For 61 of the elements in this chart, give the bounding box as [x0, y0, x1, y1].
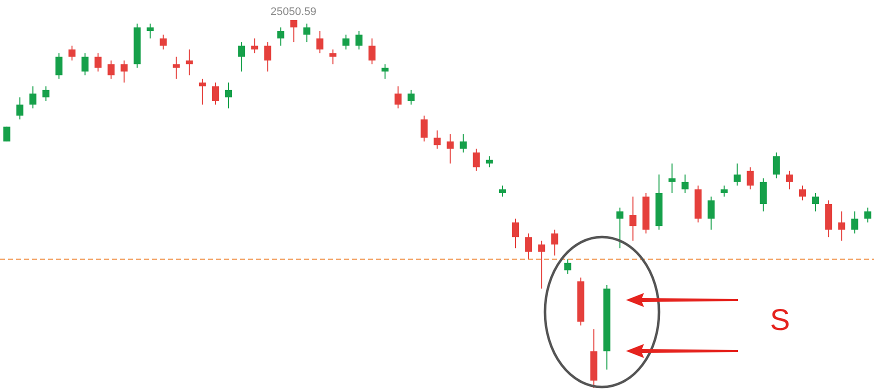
candlestick	[394, 86, 402, 109]
candlestick	[616, 207, 624, 249]
candlestick	[408, 89, 415, 106]
candlestick	[786, 170, 793, 190]
candlestick	[277, 26, 284, 46]
candlestick	[734, 163, 741, 186]
candlestick	[434, 130, 441, 150]
candlestick	[864, 207, 872, 223]
candlestick	[186, 48, 193, 76]
candlestick	[42, 86, 50, 102]
candlestick	[472, 148, 480, 172]
candlestick	[316, 30, 324, 54]
candlestick	[368, 38, 376, 65]
candlestick	[355, 30, 362, 50]
candlestick	[838, 210, 846, 242]
candlestick	[760, 178, 767, 212]
candlestick	[682, 174, 689, 194]
candlestick	[212, 82, 219, 106]
candlestick	[225, 82, 232, 109]
candlestick	[172, 56, 180, 80]
candlestick	[160, 34, 167, 50]
candlestick	[564, 258, 572, 274]
candlestick	[512, 218, 520, 249]
candlestick	[720, 185, 728, 198]
candlestick	[55, 52, 62, 80]
candlestick	[238, 42, 246, 72]
candlestick	[460, 134, 467, 153]
candlestick	[486, 156, 493, 168]
candlestick	[538, 240, 546, 290]
candlestick	[108, 60, 115, 80]
candlestick	[382, 64, 389, 80]
candlestick	[798, 185, 806, 201]
candlestick	[525, 232, 532, 260]
candlestick	[342, 34, 350, 50]
candlestick	[498, 185, 506, 198]
candlestick	[551, 229, 558, 256]
candlestick	[446, 134, 454, 164]
candlestick	[198, 78, 206, 106]
annotation: S	[770, 304, 790, 338]
candlestick	[82, 52, 89, 76]
candlestick	[746, 166, 754, 190]
candlestick	[68, 45, 76, 61]
candlestick	[772, 152, 780, 179]
candlestick	[16, 96, 24, 120]
candlestick	[851, 210, 858, 234]
candlestick	[146, 23, 154, 39]
candlestick	[303, 23, 310, 43]
candlestick	[290, 20, 298, 43]
candlestick	[29, 86, 36, 109]
candlestick	[94, 52, 102, 72]
candlestick	[420, 115, 428, 142]
candlestick	[3, 126, 10, 142]
candlestick	[329, 48, 336, 65]
candlestick	[812, 192, 820, 212]
candlestick	[264, 42, 272, 72]
candlestick	[668, 163, 676, 194]
candlestick	[629, 196, 636, 242]
candlestick	[120, 60, 128, 84]
annotation: 25050.59	[270, 6, 316, 18]
candlestick	[251, 38, 258, 54]
candlestick	[708, 196, 715, 230]
